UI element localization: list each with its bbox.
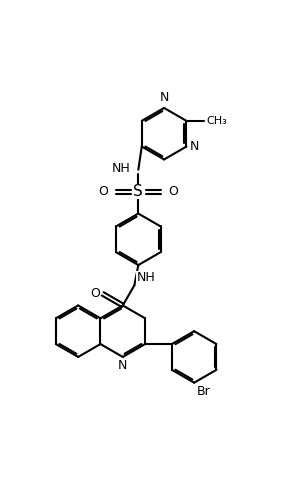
Text: O: O [90, 287, 100, 300]
Text: CH₃: CH₃ [206, 116, 227, 126]
Text: N: N [159, 92, 169, 104]
Text: S: S [133, 184, 143, 199]
Text: N: N [190, 140, 199, 153]
Text: Br: Br [197, 385, 211, 398]
Text: NH: NH [136, 272, 155, 284]
Text: O: O [98, 185, 108, 198]
Text: N: N [118, 360, 128, 372]
Text: NH: NH [112, 162, 131, 175]
Text: O: O [168, 185, 178, 198]
